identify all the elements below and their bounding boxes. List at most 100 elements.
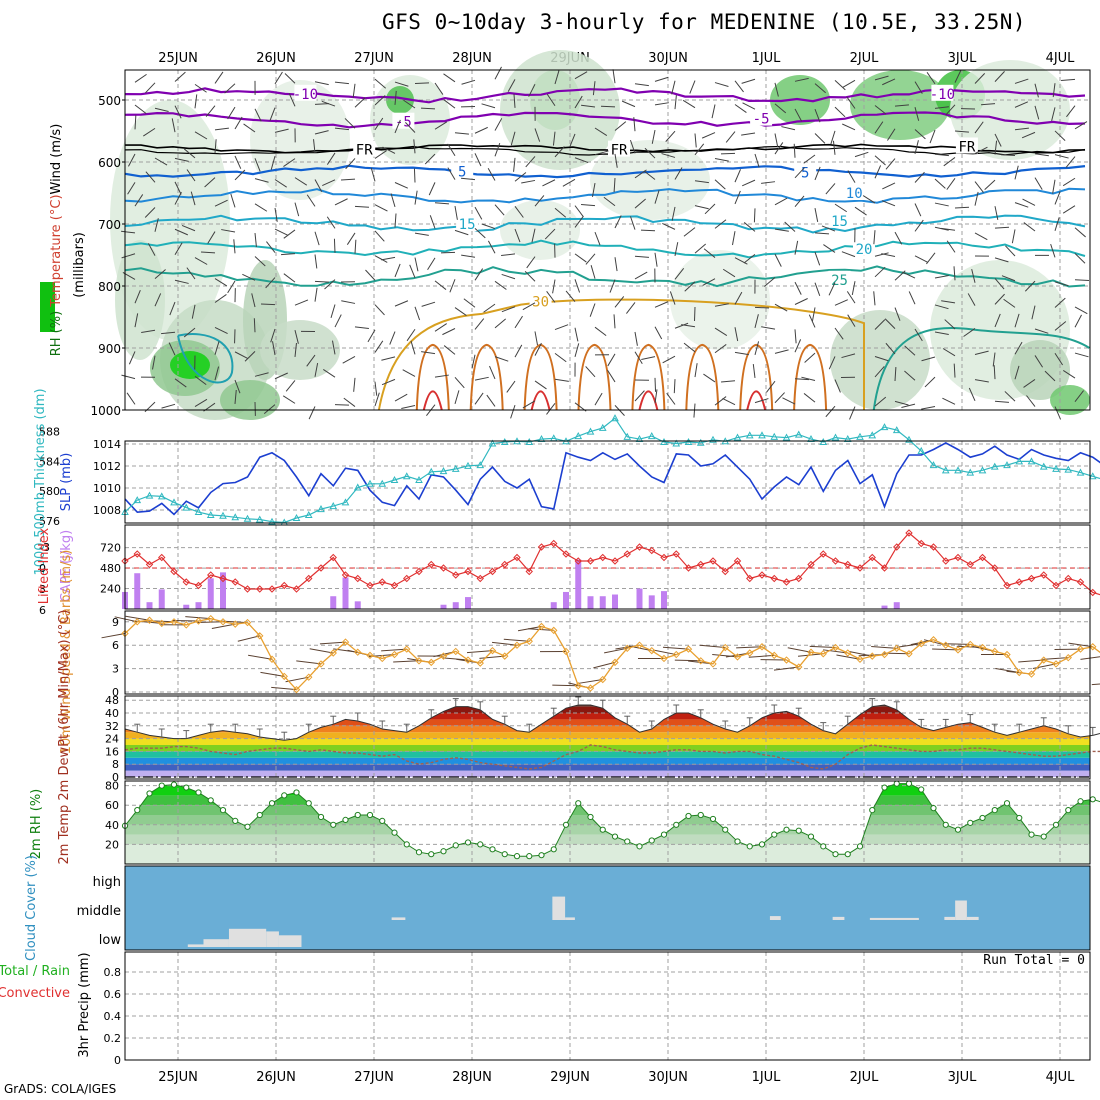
wind-speed-point [917, 639, 925, 648]
wind-barb [652, 649, 677, 656]
temp-band [125, 770, 1090, 777]
wind-barb [699, 644, 726, 649]
rh-shading [500, 200, 580, 260]
wind-barb [481, 223, 496, 230]
wind-barb [552, 279, 556, 294]
wind-barb [1074, 306, 1088, 315]
wind-speed-point [746, 649, 754, 657]
wind-barb [945, 104, 956, 116]
wind-barb [594, 392, 603, 406]
wind-barb [794, 240, 799, 255]
wind-barb [674, 95, 677, 110]
lifted-index-point [1003, 581, 1011, 590]
temperature-contour [422, 390, 443, 411]
contour-label: FR [611, 143, 628, 159]
wind-barb [703, 248, 716, 258]
wind-barb [992, 352, 996, 367]
wind-barb [809, 645, 836, 649]
wind-barb [914, 81, 923, 94]
wind-barb [405, 122, 416, 133]
cape-bar [612, 594, 618, 609]
thickness-point [439, 467, 448, 475]
wind-barb [326, 216, 336, 229]
wind-barb [374, 381, 378, 396]
contour-label: 20 [856, 242, 873, 258]
thickness-point [831, 433, 840, 441]
wind-barb [324, 279, 336, 290]
wind-barb [443, 345, 456, 355]
temp-band [125, 745, 1090, 752]
wind-barb [1004, 391, 1016, 402]
run-total-label: Run Total = 0 [983, 953, 1085, 968]
cape-bar [661, 591, 667, 609]
wind-barb [968, 387, 976, 402]
rh-point [232, 817, 239, 824]
wind-barb [914, 140, 919, 154]
wind-barb [285, 676, 309, 683]
lifted-index-point [207, 571, 215, 579]
cape-bar [146, 602, 153, 609]
wind-barb [674, 322, 689, 329]
wind-barb [894, 231, 903, 245]
wind-barb [354, 239, 357, 254]
wind-barb [234, 169, 246, 181]
wind-barb [154, 157, 168, 166]
wind-barb [994, 293, 1005, 305]
cape-bar [575, 559, 582, 609]
wind-barb [1034, 153, 1049, 157]
thickness-point [415, 475, 423, 484]
wind-barb [953, 266, 956, 281]
lifted-index-point [439, 564, 448, 572]
y-tick-label: 480 [100, 562, 121, 575]
lifted-index-point [574, 557, 582, 565]
thickness-point [464, 461, 472, 469]
date-label-top: 26JUN [256, 51, 296, 66]
wind-barb [534, 128, 541, 142]
wind-barb [1052, 179, 1056, 194]
wind-barb [234, 116, 243, 130]
wind-barb [825, 405, 836, 418]
wind-barb [134, 313, 139, 328]
wind-speed-point [390, 650, 399, 659]
wind-speed-point [831, 643, 840, 652]
rh-point [820, 843, 827, 850]
thickness-point [525, 437, 534, 446]
wind-barb [773, 666, 799, 671]
upper-panel-frame [124, 69, 1091, 411]
wind-barb [581, 203, 596, 207]
wind-barb [683, 342, 696, 353]
mid-cloud-bar [944, 916, 956, 920]
y-tick-label: 60 [105, 799, 119, 812]
y-tick-label: 1010 [93, 482, 121, 495]
wind-barb [884, 318, 896, 329]
panel-label: 1000-500mb Thickness (dm) [33, 388, 48, 575]
wind-barb [174, 157, 189, 162]
wind-barb [353, 377, 356, 392]
cape-bar [158, 589, 165, 609]
thickness-point [170, 498, 178, 506]
wind-barb [665, 130, 676, 142]
wind-barb [121, 253, 136, 259]
thickness-point [427, 467, 436, 475]
wind-barb [214, 326, 228, 334]
wind-speed-point [305, 673, 313, 681]
thickness-point [378, 479, 387, 487]
wind-barb [454, 307, 467, 316]
wind-barb [194, 257, 208, 265]
lifted-index-point [697, 560, 705, 569]
wind-barb [814, 232, 830, 235]
low-cloud-bar [187, 944, 204, 947]
wind-barb [174, 228, 189, 236]
rh-point [550, 846, 557, 853]
wind-barb [447, 143, 456, 157]
wind-barb [214, 341, 220, 355]
thickness-point [892, 426, 901, 434]
contour-label: 15 [831, 214, 848, 230]
mid-cloud-bar [552, 896, 566, 920]
wind-barb [1001, 275, 1016, 282]
wind-barb [734, 190, 741, 205]
wind-barb [674, 267, 685, 280]
wind-barb [754, 153, 760, 168]
temp-band [125, 764, 1090, 771]
wind-barb [902, 271, 916, 279]
